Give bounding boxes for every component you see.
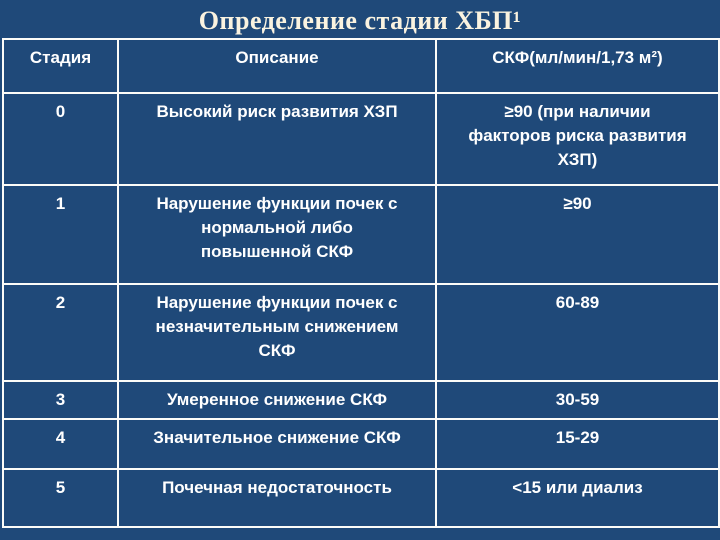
gfr-cell: ≥90 (при наличии факторов риска развития… [435, 92, 720, 186]
stage-cell: 5 [2, 468, 119, 528]
gfr-cell: 30-59 [435, 380, 720, 420]
description-cell: Почечная недостаточность [117, 468, 437, 528]
stage-column-header: Стадия [2, 38, 119, 94]
stage-cell: 4 [2, 418, 119, 470]
table-row: 0 Высокий риск развития ХЗП ≥90 (при нал… [2, 92, 720, 186]
gfr-cell: 60-89 [435, 283, 720, 382]
gfr-cell: <15 или диализ [435, 468, 720, 528]
description-column-header: Описание [117, 38, 437, 94]
table-row: 1 Нарушение функции почек с нормальной л… [2, 184, 720, 285]
gfr-cell: ≥90 [435, 184, 720, 285]
slide-title: Определение стадии ХБП¹ [198, 6, 522, 35]
ckd-stages-table: Стадия Описание СКФ(мл/мин/1,73 м²) 0 Вы… [2, 38, 720, 528]
table-row: 2 Нарушение функции почек с незначительн… [2, 283, 720, 382]
description-cell: Высокий риск развития ХЗП [117, 92, 437, 186]
description-cell: Нарушение функции почек с нормальной либ… [117, 184, 437, 285]
stage-cell: 1 [2, 184, 119, 285]
description-cell: Нарушение функции почек с незначительным… [117, 283, 437, 382]
description-cell: Умеренное снижение СКФ [117, 380, 437, 420]
table-row: 4 Значительное снижение СКФ 15-29 [2, 418, 720, 470]
table-header-row: Стадия Описание СКФ(мл/мин/1,73 м²) [2, 38, 720, 94]
table-row: 3 Умеренное снижение СКФ 30-59 [2, 380, 720, 420]
gfr-column-header: СКФ(мл/мин/1,73 м²) [435, 38, 720, 94]
stage-cell: 0 [2, 92, 119, 186]
stage-cell: 3 [2, 380, 119, 420]
table-row: 5 Почечная недостаточность <15 или диали… [2, 468, 720, 528]
stage-cell: 2 [2, 283, 119, 382]
description-cell: Значительное снижение СКФ [117, 418, 437, 470]
gfr-cell: 15-29 [435, 418, 720, 470]
